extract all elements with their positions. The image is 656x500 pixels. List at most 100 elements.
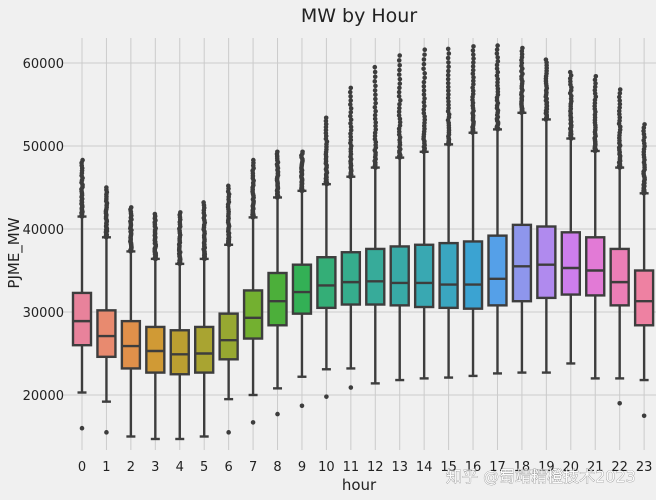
- x-tick-label: 5: [200, 460, 208, 475]
- x-tick-labels: 0 1 2 3 4 5 6 7 8 9 10 11 12 13 14 15 16 17 18 19 20 21 22 23: [78, 460, 653, 475]
- flier-point: [397, 123, 403, 128]
- flier-point: [421, 88, 427, 93]
- flier-point: [372, 133, 378, 139]
- box-iqr: [511, 223, 533, 303]
- flier-point: [445, 95, 451, 101]
- flier-point: [373, 92, 378, 98]
- box-iqr: [145, 325, 166, 374]
- flier-point: [372, 112, 378, 118]
- flier-point: [348, 106, 354, 111]
- flier-point: [397, 119, 403, 125]
- box-iqr: [536, 225, 557, 300]
- flier-point: [422, 71, 427, 76]
- flier-point: [470, 71, 476, 77]
- x-tick-label: 6: [224, 460, 232, 475]
- flier-point: [494, 47, 500, 52]
- flier-point: [300, 149, 305, 155]
- box-iqr: [365, 247, 386, 306]
- flier-point: [397, 53, 403, 58]
- x-tick-label: 16: [465, 460, 482, 475]
- x-tick-label: 9: [298, 460, 306, 475]
- box-hour-8: [267, 149, 288, 417]
- chart-title: MW by Hour: [301, 5, 418, 27]
- flier-point: [372, 79, 378, 84]
- flier-point: [373, 100, 378, 106]
- flier-point: [348, 385, 354, 390]
- flier-point: [593, 81, 598, 86]
- flier-point: [348, 109, 354, 115]
- flier-point: [495, 43, 500, 48]
- flier-point: [104, 185, 109, 190]
- flier-point: [617, 94, 622, 100]
- flier-point: [617, 101, 623, 107]
- flier-point: [494, 66, 500, 71]
- flier-point: [422, 103, 427, 109]
- flier-point: [446, 99, 451, 104]
- box-iqr: [340, 251, 362, 306]
- flier-point: [226, 183, 231, 189]
- box-hour-2: [120, 205, 142, 438]
- box-iqr: [169, 329, 190, 376]
- box-iqr: [413, 243, 435, 309]
- flier-point: [348, 98, 354, 103]
- flier-point: [396, 58, 402, 63]
- x-tick-label: 23: [636, 460, 653, 475]
- box-iqr: [585, 236, 606, 297]
- flier-point: [422, 75, 427, 81]
- flier-point: [422, 47, 428, 53]
- flier-point: [446, 88, 451, 94]
- flier-point: [397, 67, 402, 73]
- box-iqr: [291, 263, 313, 315]
- box-hour-17: [487, 43, 508, 375]
- flier-point: [373, 127, 379, 132]
- box-hour-16: [462, 44, 484, 378]
- flier-point: [495, 55, 500, 60]
- flier-point: [421, 99, 427, 105]
- flier-point: [471, 81, 476, 87]
- box-hour-12: [365, 64, 386, 385]
- flier-point: [398, 98, 403, 103]
- flier-point: [471, 75, 476, 80]
- box-iqr: [120, 319, 142, 370]
- flier-point: [470, 64, 476, 69]
- box-hour-6: [218, 183, 239, 435]
- flier-point: [397, 81, 403, 86]
- x-tick-label: 0: [78, 460, 86, 475]
- x-tick-label: 12: [367, 460, 384, 475]
- box-hour-19: [536, 57, 557, 374]
- flier-point: [616, 108, 622, 114]
- flier-point: [397, 105, 402, 111]
- x-tick-label: 7: [249, 460, 257, 475]
- flier-point: [445, 84, 451, 90]
- flier-point: [348, 124, 354, 130]
- flier-point: [397, 85, 402, 91]
- box-hour-11: [340, 85, 362, 390]
- flier-point: [324, 394, 329, 399]
- box-iqr: [609, 247, 630, 307]
- flier-point: [396, 113, 402, 118]
- flier-point: [617, 112, 622, 117]
- x-tick-label: 22: [611, 460, 628, 475]
- flier-point: [275, 149, 280, 155]
- flier-point: [421, 61, 427, 67]
- flier-point: [642, 122, 647, 127]
- flier-point: [348, 117, 354, 123]
- watermark-text: 知乎 @蜀靖精橙技术2023: [446, 467, 636, 486]
- flier-point: [543, 57, 549, 62]
- flier-point: [445, 72, 451, 78]
- flier-point: [445, 76, 451, 82]
- flier-point: [372, 64, 378, 70]
- box-hour-7: [242, 157, 264, 425]
- flier-point: [495, 80, 500, 85]
- box-hour-21: [585, 73, 606, 380]
- flier-point: [592, 77, 598, 83]
- box-iqr: [316, 256, 337, 310]
- flier-point: [422, 52, 427, 57]
- box-iqr: [389, 245, 410, 307]
- y-tick-label: 50000: [23, 140, 64, 155]
- flier-point: [470, 67, 476, 73]
- flier-point: [421, 57, 427, 62]
- flier-point: [372, 116, 378, 122]
- box-iqr: [267, 271, 288, 327]
